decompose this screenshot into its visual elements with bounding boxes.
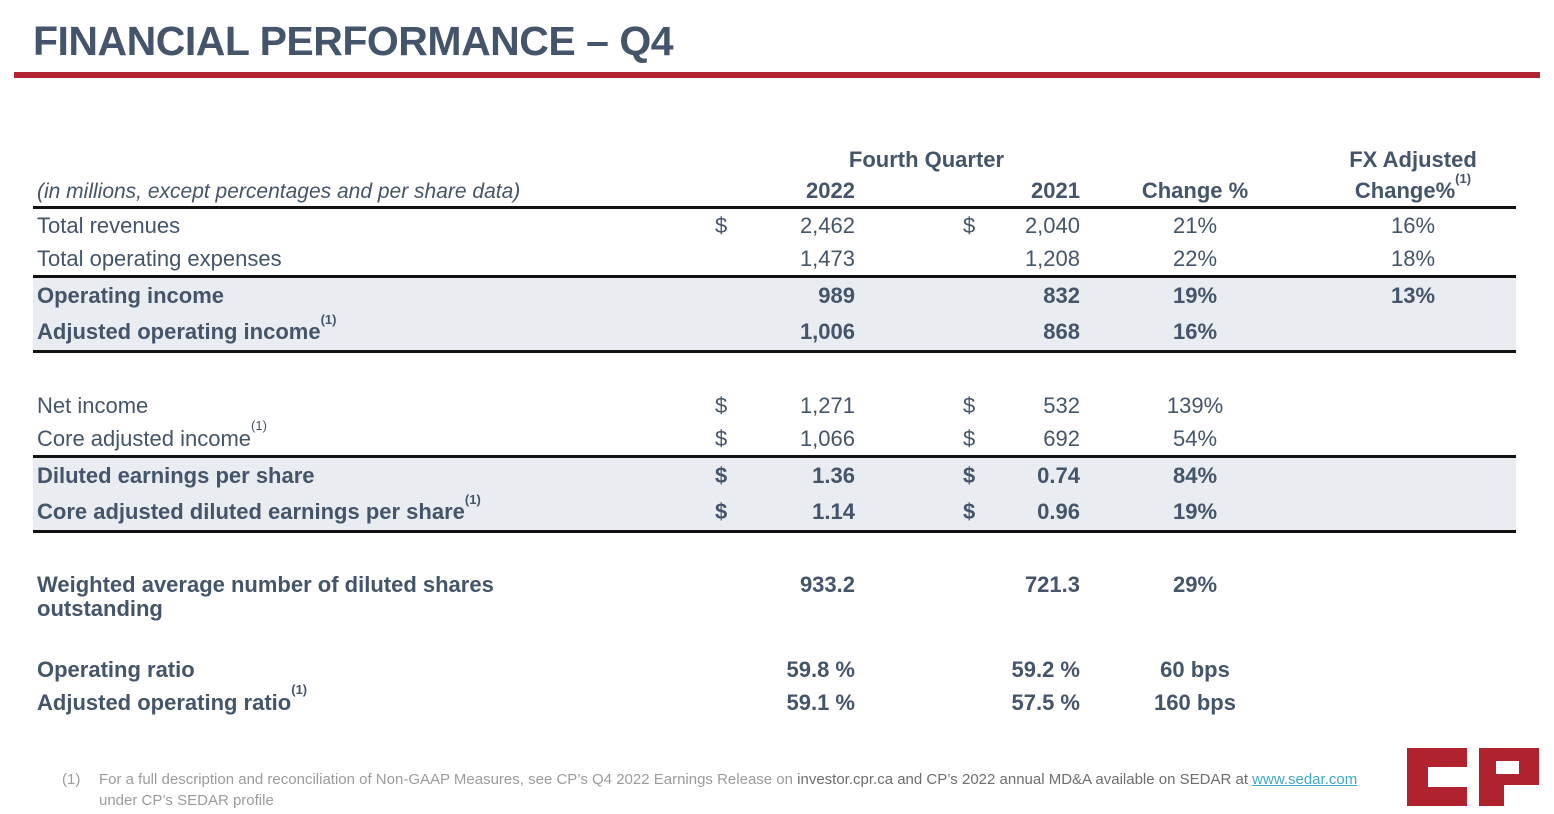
cell-d2: $ — [963, 463, 976, 488]
cell-d1: $ — [715, 392, 728, 418]
row-spacer — [33, 533, 1516, 571]
col-header-fx-line2: Change%(1) — [1310, 172, 1516, 204]
cell-v2022: 933.2 — [799, 572, 855, 597]
cell-change: 16% — [1172, 319, 1218, 344]
cell-label: Total operating expenses — [37, 245, 282, 271]
cell-fx: 13% — [1390, 283, 1436, 308]
footnote-segment: under CP’s SEDAR profile — [99, 792, 274, 809]
footnote-segment: and CP’s 2022 annual MD&A available on S… — [893, 771, 1253, 788]
cell-v2021: 532 — [1043, 392, 1080, 418]
cell-label: Adjusted operating ratio(1) — [37, 682, 308, 715]
cell-d2: $ — [963, 499, 976, 524]
cell-change: 54% — [1172, 425, 1218, 451]
cell-d1: $ — [715, 499, 728, 524]
cell-v2021: 57.5 % — [1011, 689, 1081, 715]
cell-label: Core adjusted income(1) — [37, 418, 267, 451]
footnote-marker: (1) — [62, 771, 81, 788]
row-spacer — [33, 629, 1516, 653]
cell-d1: $ — [715, 425, 728, 451]
cp-logo-glyphs — [1407, 748, 1539, 806]
header-row-columns: (in millions, except percentages and per… — [33, 172, 1516, 206]
cell-d2: $ — [963, 425, 976, 451]
table-row: Total operating expenses 1,473 1,208 22% 18% — [33, 242, 1516, 275]
row-spacer — [33, 353, 1516, 389]
cell-change: 29% — [1172, 572, 1218, 597]
cell-change: 19% — [1172, 499, 1218, 524]
col-header-2022: 2022 — [806, 178, 855, 203]
fx-header-label: Change% — [1354, 178, 1456, 203]
cell-v2022: 1,006 — [799, 319, 855, 344]
cell-fx: 16% — [1390, 212, 1436, 238]
cell-v2022: 1.14 — [812, 499, 855, 524]
cell-d1: $ — [715, 463, 728, 488]
table-row: Total revenues $2,462 $2,040 21% 16% — [33, 209, 1516, 242]
cell-change: 160 bps — [1154, 689, 1236, 715]
sedar-link[interactable]: www.sedar.com — [1252, 771, 1358, 788]
table-row: Net income $1,271 $532 139% — [33, 389, 1516, 422]
cell-label: Adjusted operating income(1) — [37, 311, 337, 344]
cell-v2022: 59.8 % — [786, 656, 856, 682]
cell-label: Weighted average number of diluted share… — [37, 572, 494, 621]
footnote-segment: investor.cpr.ca — [797, 771, 894, 788]
table-row: Adjusted operating income(1) 1,006 868 16% — [33, 311, 1516, 353]
fx-header-footnote-ref: (1) — [1455, 170, 1472, 186]
financial-table: Fourth Quarter FX Adjusted (in millions,… — [33, 146, 1516, 719]
table-row: Adjusted operating ratio(1) 59.1 % 57.5 % 1… — [33, 682, 1516, 719]
footnote: (1) For a full description and reconcili… — [62, 769, 1358, 811]
financial-table-body: Total revenues $2,462 $2,040 21% 16% Total op… — [33, 209, 1516, 719]
cell-v2022: 1,066 — [799, 425, 855, 451]
table-row: Core adjusted diluted earnings per share… — [33, 491, 1516, 533]
cell-label: Diluted earnings per share — [37, 463, 315, 488]
units-note: (in millions, except percentages and per… — [37, 180, 521, 203]
title-accent-rule — [14, 72, 1540, 78]
cell-v2021: 0.74 — [1037, 463, 1080, 488]
cell-change: 139% — [1166, 392, 1224, 418]
cell-change: 60 bps — [1160, 656, 1230, 682]
cell-d1: $ — [715, 212, 728, 238]
col-header-2021: 2021 — [1031, 178, 1080, 203]
group-header-fourth-quarter: Fourth Quarter — [848, 147, 1005, 172]
table-header: Fourth Quarter FX Adjusted (in millions,… — [33, 146, 1516, 209]
cell-v2022: 1,271 — [799, 392, 855, 418]
table-row: Operating ratio 59.8 % 59.2 % 60 bps — [33, 653, 1516, 686]
header-row-group: Fourth Quarter FX Adjusted — [33, 146, 1516, 173]
cell-d2: $ — [963, 212, 976, 238]
cell-v2021: 59.2 % — [1011, 656, 1081, 682]
cell-v2021: 832 — [1043, 283, 1080, 308]
cell-v2022: 1.36 — [812, 463, 855, 488]
cell-v2021: 2,040 — [1024, 212, 1080, 238]
cell-label: Operating income — [37, 283, 225, 308]
cell-v2022: 989 — [818, 283, 855, 308]
cp-logo — [1407, 748, 1539, 806]
cell-v2021: 692 — [1043, 425, 1080, 451]
cell-v2022: 2,462 — [799, 212, 855, 238]
cell-change: 84% — [1172, 463, 1218, 488]
col-header-fx-line1: FX Adjusted — [1349, 147, 1477, 172]
cell-change: 21% — [1172, 212, 1218, 238]
cell-fx: 18% — [1390, 245, 1436, 271]
cell-label: Total revenues — [37, 212, 181, 238]
cell-label: Operating ratio — [37, 656, 195, 682]
footnote-segment: For a full description and reconciliatio… — [99, 771, 798, 788]
cell-label: Net income — [37, 392, 149, 418]
page-title: FINANCIAL PERFORMANCE – Q4 — [33, 18, 674, 64]
cell-v2021: 721.3 — [1024, 572, 1080, 597]
cell-v2021: 868 — [1043, 319, 1080, 344]
cell-v2022: 1,473 — [799, 245, 855, 271]
table-row: Operating income 989 832 19% 13% — [33, 275, 1516, 314]
table-row: Core adjusted income(1) $1,066 $692 54% — [33, 418, 1516, 455]
table-row: Diluted earnings per share $1.36 $0.74 84% — [33, 455, 1516, 494]
cell-v2022: 59.1 % — [786, 689, 856, 715]
table-row: Weighted average number of diluted share… — [33, 571, 1516, 629]
cell-v2021: 1,208 — [1024, 245, 1080, 271]
footnote-text: For a full description and reconciliatio… — [99, 769, 1358, 811]
cell-change: 19% — [1172, 283, 1218, 308]
cell-label: Core adjusted diluted earnings per share… — [37, 491, 481, 524]
cell-change: 22% — [1172, 245, 1218, 271]
col-header-change: Change % — [1141, 178, 1249, 203]
cell-d2: $ — [963, 392, 976, 418]
cell-v2021: 0.96 — [1037, 499, 1080, 524]
